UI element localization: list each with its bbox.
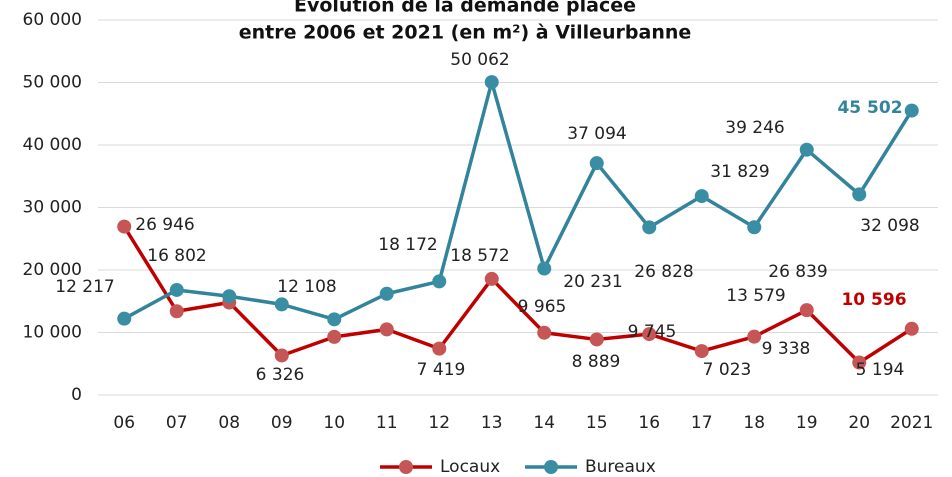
marker	[327, 312, 342, 327]
data-label: 26 946	[135, 215, 194, 235]
x-tick-label: 2021	[890, 413, 933, 433]
data-label: 5 194	[856, 360, 905, 380]
data-label: 18 172	[378, 235, 437, 255]
x-tick-label: 06	[113, 413, 135, 433]
line	[122, 225, 913, 365]
marker	[274, 348, 289, 363]
data-label: 32 098	[860, 216, 919, 236]
y-tick-label: 20 000	[23, 260, 82, 280]
marker	[327, 329, 342, 344]
y-tick-label: 50 000	[23, 73, 82, 93]
y-tick-label: 40 000	[23, 135, 82, 155]
data-label: 7 419	[417, 360, 466, 380]
x-tick-label: 13	[481, 413, 503, 433]
x-tick-label: 16	[638, 413, 660, 433]
x-tick-label: 18	[743, 413, 765, 433]
data-label: 9 338	[762, 339, 811, 359]
marker	[432, 341, 447, 356]
legend-label: Bureaux	[585, 457, 656, 477]
chart-title: Évolution de la demande placée	[294, 0, 636, 17]
y-tick-label: 60 000	[23, 10, 82, 30]
marker	[904, 103, 919, 118]
marker	[117, 311, 132, 326]
marker	[589, 156, 604, 171]
x-tick-label: 12	[428, 413, 450, 433]
data-label: 6 326	[256, 365, 305, 385]
x-tick-label: 11	[376, 413, 398, 433]
data-label: 9 745	[628, 322, 677, 342]
data-label: 18 572	[450, 246, 509, 266]
x-tick-label: 09	[271, 413, 293, 433]
marker	[694, 344, 709, 359]
x-tick-label: 19	[796, 413, 818, 433]
y-tick-label: 0	[71, 385, 82, 405]
marker	[799, 142, 814, 157]
marker	[694, 189, 709, 204]
x-tick-label: 17	[691, 413, 713, 433]
marker	[747, 329, 762, 344]
marker	[484, 271, 499, 286]
marker	[852, 355, 867, 370]
marker	[904, 321, 919, 336]
marker	[274, 297, 289, 312]
data-label: 9 965	[518, 297, 567, 317]
x-tick-label: 15	[586, 413, 608, 433]
line	[123, 80, 914, 322]
marker	[537, 261, 552, 276]
marker	[589, 332, 604, 347]
marker	[379, 322, 394, 337]
chart-title: entre 2006 et 2021 (en m²) à Villeurbann…	[239, 22, 692, 44]
data-label: 12 108	[277, 277, 336, 297]
marker	[642, 327, 657, 342]
marker	[537, 325, 552, 340]
marker	[642, 220, 657, 235]
marker	[222, 289, 237, 304]
data-label: 10 596	[841, 290, 906, 310]
x-tick-label: 10	[323, 413, 345, 433]
x-tick-label: 08	[218, 413, 240, 433]
marker	[379, 286, 394, 301]
marker	[747, 220, 762, 235]
marker	[169, 282, 184, 297]
marker	[799, 303, 814, 318]
data-label: 26 828	[634, 262, 693, 282]
data-label: 26 839	[768, 262, 827, 282]
data-label: 31 829	[710, 162, 769, 182]
data-label: 12 217	[55, 277, 114, 297]
data-label: 16 802	[147, 246, 206, 266]
legend-swatch	[399, 460, 413, 474]
marker	[117, 219, 132, 234]
x-tick-label: 07	[166, 413, 188, 433]
y-tick-label: 10 000	[23, 323, 82, 343]
data-label: 50 062	[450, 50, 509, 70]
marker	[852, 187, 867, 202]
marker	[169, 304, 184, 319]
data-label: 13 579	[726, 286, 785, 306]
legend-swatch	[544, 460, 558, 474]
data-label: 8 889	[572, 352, 621, 372]
x-tick-label: 14	[533, 413, 555, 433]
marker	[484, 75, 499, 90]
marker	[432, 274, 447, 289]
data-label: 45 502	[837, 98, 902, 118]
data-label: 37 094	[567, 124, 626, 144]
data-label: 7 023	[703, 360, 752, 380]
y-tick-label: 30 000	[23, 198, 82, 218]
data-label: 39 246	[725, 118, 784, 138]
data-label: 20 231	[563, 272, 622, 292]
x-tick-label: 20	[848, 413, 870, 433]
legend-label: Locaux	[440, 457, 500, 477]
